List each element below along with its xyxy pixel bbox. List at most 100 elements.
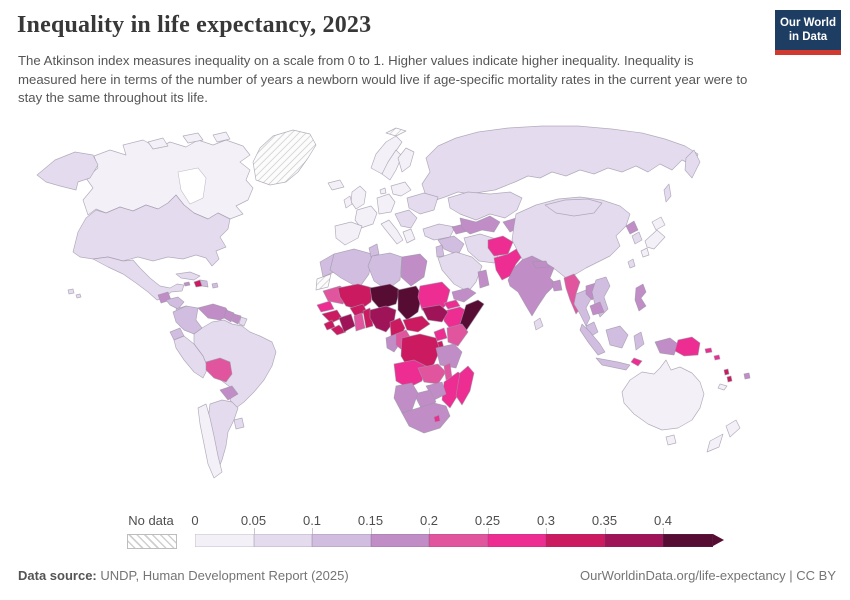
region-nepal[interactable] [531,260,550,269]
legend-segment[interactable] [370,534,429,547]
region-uruguay[interactable] [233,417,245,430]
region-south-sudan[interactable] [421,304,449,323]
region-mongolia[interactable] [544,198,603,217]
region-russia[interactable] [421,125,699,201]
legend-no-data-swatch[interactable] [127,534,177,549]
region-libya[interactable] [367,252,403,291]
region-japan-hokkaido[interactable] [651,216,666,231]
region-south-africa[interactable] [401,402,451,434]
region-indonesia-borneo[interactable] [605,325,629,349]
region-ireland[interactable] [343,195,353,209]
region-kenya[interactable] [446,323,469,347]
region-indonesia-sumatra[interactable] [579,323,606,356]
region-canada-arctic[interactable] [212,131,231,143]
region-syria-iraq[interactable] [437,235,465,256]
region-russia-sakhalin[interactable] [663,183,672,203]
region-nigeria[interactable] [369,305,397,333]
region-mexico[interactable] [92,256,185,301]
region-timor-leste[interactable] [630,357,643,367]
region-bangladesh[interactable] [551,279,563,292]
region-ghana[interactable] [353,312,366,332]
legend-segment[interactable] [429,534,488,547]
region-senegal[interactable] [316,300,335,313]
region-liberia[interactable] [330,324,347,336]
region-canada-arctic[interactable] [182,132,204,144]
region-vanuatu[interactable] [723,368,730,376]
region-uzbekistan-turkmenistan[interactable] [459,215,501,235]
region-indonesia-papua[interactable] [654,337,679,356]
region-united-kingdom[interactable] [350,185,367,210]
region-south-korea[interactable] [631,231,643,245]
region-philippines[interactable] [634,283,647,312]
region-mali[interactable] [337,283,374,311]
region-solomon-islands[interactable] [704,347,713,354]
region-canada-arctic[interactable] [147,137,169,150]
region-china[interactable] [511,196,631,279]
region-suriname[interactable] [231,313,242,325]
region-germany[interactable] [376,193,396,215]
region-kazakhstan[interactable] [447,191,523,221]
region-finland[interactable] [397,147,415,173]
region-dominican-republic[interactable] [199,279,209,288]
region-australia-tasmania[interactable] [665,434,677,446]
region-japan-kyushu[interactable] [640,247,650,258]
region-somalia[interactable] [459,299,485,335]
region-usa[interactable] [72,194,231,267]
region-jamaica[interactable] [183,281,191,287]
region-paraguay[interactable] [219,385,239,401]
region-australia[interactable] [621,359,705,431]
region-poland[interactable] [390,181,412,197]
region-svalbard[interactable] [385,127,407,137]
region-guyana[interactable] [223,309,235,323]
region-puerto-rico[interactable] [211,282,219,289]
region-denmark[interactable] [379,187,387,195]
region-fiji[interactable] [743,372,751,380]
region-algeria[interactable] [329,248,373,289]
region-peru[interactable] [173,335,209,379]
region-yemen[interactable] [451,287,477,303]
region-colombia[interactable] [172,305,203,335]
region-tunisia[interactable] [368,243,380,258]
owid-link[interactable]: OurWorldinData.org/life-expectancy | CC … [579,568,836,583]
region-oman[interactable] [477,269,490,289]
region-russia-kamchatka[interactable] [684,149,701,179]
region-honduras[interactable] [165,296,185,310]
legend-segment[interactable] [253,534,312,547]
legend-segment[interactable] [195,534,254,547]
legend-segment[interactable] [546,534,605,547]
region-cambodia[interactable] [589,301,605,316]
region-lesotho[interactable] [433,414,441,423]
region-new-caledonia[interactable] [717,383,728,391]
legend-segment[interactable] [487,534,546,547]
region-italy[interactable] [380,219,404,245]
region-solomon-islands[interactable] [713,354,721,361]
region-balkans[interactable] [394,209,418,229]
region-greenland[interactable] [252,129,317,186]
region-tanzania[interactable] [435,343,463,369]
region-japan-honshu[interactable] [644,229,666,250]
region-western-sahara[interactable] [315,273,332,291]
region-france[interactable] [354,205,378,229]
region-iceland[interactable] [327,179,345,191]
region-angola[interactable] [393,359,427,389]
region-chad[interactable] [397,285,423,321]
region-chile[interactable] [197,403,223,479]
region-bolivia[interactable] [205,357,233,383]
legend-segment[interactable] [604,534,663,547]
region-madagascar[interactable] [455,365,475,406]
region-alaska[interactable] [36,151,99,191]
region-egypt[interactable] [400,253,428,287]
owid-logo[interactable]: Our World in Data [775,10,841,55]
region-new-zealand-south[interactable] [706,433,724,453]
region-new-zealand-north[interactable] [725,419,741,438]
region-pakistan[interactable] [493,247,525,281]
region-vanuatu[interactable] [726,375,733,383]
region-french-guiana[interactable] [238,316,248,327]
region-papua-new-guinea[interactable] [674,336,701,357]
region-eritrea[interactable] [443,299,461,310]
region-indonesia-sulawesi[interactable] [633,331,645,351]
region-taiwan[interactable] [627,258,636,269]
region-north-korea[interactable] [625,220,639,235]
region-hawaii[interactable] [75,293,82,299]
region-indonesia-java[interactable] [595,357,631,371]
